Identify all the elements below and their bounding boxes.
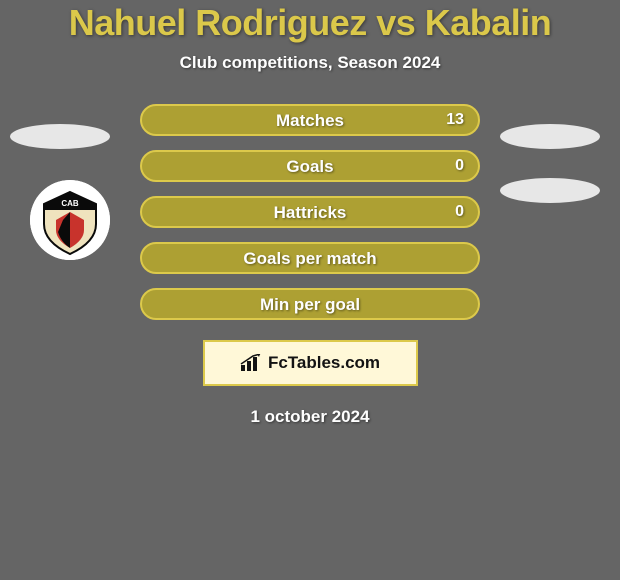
club-badge-svg: CAB xyxy=(30,180,110,260)
stat-row-mpg: Min per goal xyxy=(140,288,480,320)
club-initials: CAB xyxy=(61,199,79,208)
stat-value: 13 xyxy=(446,112,464,128)
brand-label: FcTables.com xyxy=(268,353,380,373)
stat-rows: Matches 13 Goals 0 Hattricks 0 Goals per… xyxy=(140,104,480,320)
stat-row-hattricks: Hattricks 0 xyxy=(140,196,480,228)
date-label: 1 october 2024 xyxy=(250,407,369,427)
stat-value: 0 xyxy=(455,158,464,174)
player-left-marker xyxy=(10,124,110,149)
player-right-marker xyxy=(500,124,600,149)
stat-label: Matches xyxy=(276,112,344,129)
brand-box: FcTables.com xyxy=(203,340,418,386)
stat-label: Goals per match xyxy=(243,250,376,267)
subtitle: Club competitions, Season 2024 xyxy=(180,53,441,73)
player-right-marker-2 xyxy=(500,178,600,203)
stat-row-gpm: Goals per match xyxy=(140,242,480,274)
stat-label: Goals xyxy=(286,158,333,175)
stat-row-matches: Matches 13 xyxy=(140,104,480,136)
stat-row-goals: Goals 0 xyxy=(140,150,480,182)
page-title: Nahuel Rodriguez vs Kabalin xyxy=(69,2,552,44)
bar-chart-icon xyxy=(240,354,262,372)
stat-label: Hattricks xyxy=(274,204,347,221)
stat-label: Min per goal xyxy=(260,296,360,313)
stat-value: 0 xyxy=(455,204,464,220)
club-badge: CAB xyxy=(30,180,110,260)
